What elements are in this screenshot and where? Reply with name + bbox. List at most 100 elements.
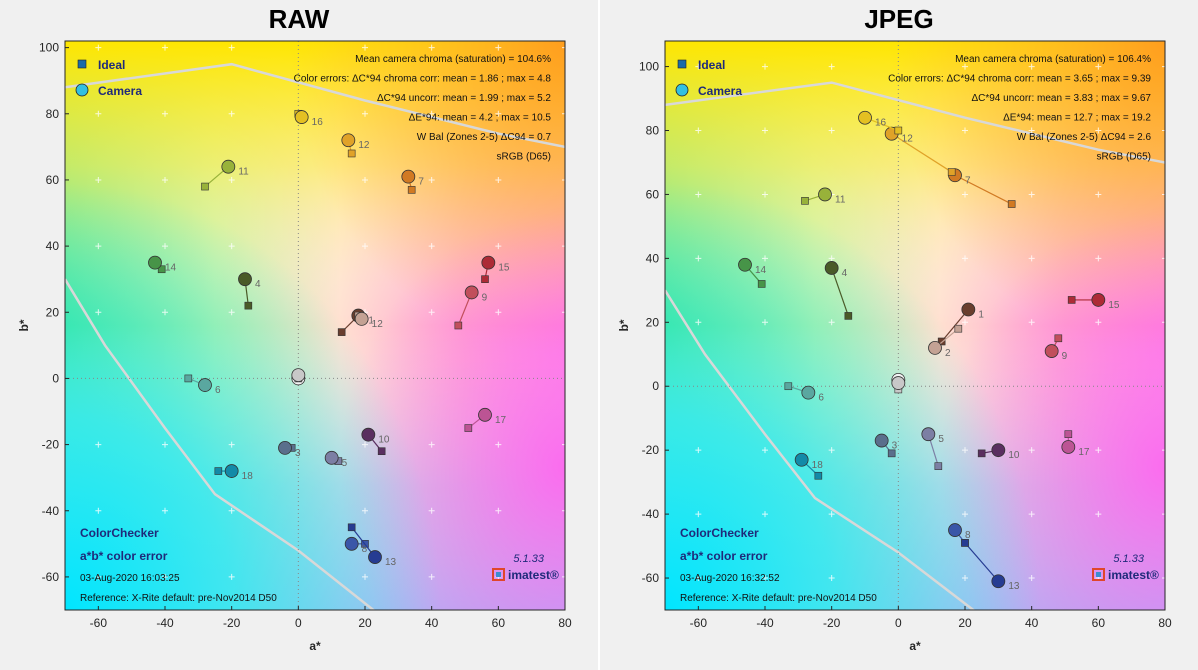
grid-cross (162, 309, 168, 316)
version-label: 5.1.33 (513, 553, 544, 565)
grid-cross (95, 441, 102, 448)
grid-cross (495, 44, 502, 51)
ideal-marker (887, 449, 896, 458)
grid-cross (1028, 447, 1035, 454)
grid-cross (1028, 575, 1035, 582)
ideal-marker (937, 337, 946, 346)
grid-cross (828, 255, 835, 262)
x-tick-label: 60 (492, 616, 506, 630)
grid-cross (962, 63, 968, 70)
point-label: 10 (378, 435, 390, 446)
grid-cross (1162, 511, 1165, 518)
grid-cross (362, 441, 368, 448)
legend-camera-marker (75, 83, 89, 97)
grid-cross (962, 319, 968, 326)
grid-cross (695, 255, 702, 262)
grid-cross (495, 243, 502, 250)
camera-marker (148, 255, 162, 270)
x-tick-label: 20 (958, 616, 972, 630)
grid-cross (428, 176, 435, 183)
plot-frame (64, 40, 566, 611)
camera-marker (801, 385, 816, 400)
grid-cross (762, 511, 768, 518)
ideal-marker (464, 424, 473, 432)
point-label: 7 (418, 177, 424, 188)
grid-cross (362, 176, 368, 183)
grid-cross (362, 507, 368, 514)
point-label: 11 (238, 167, 249, 178)
camera-marker (1091, 293, 1106, 307)
camera-marker (858, 110, 872, 125)
grid-cross (1028, 63, 1035, 70)
grid-cross (962, 511, 968, 518)
point-label: 18 (242, 471, 254, 482)
ideal-marker (1064, 430, 1073, 438)
ideal-marker (757, 280, 766, 288)
y-tick-label: 80 (646, 124, 660, 138)
y-tick-label: 40 (46, 239, 60, 253)
y-tick-label: 40 (646, 251, 660, 265)
grid-cross (562, 243, 565, 250)
grid-cross (695, 511, 702, 518)
grid-cross (1162, 191, 1165, 198)
camera-marker (891, 376, 906, 390)
grid-cross (562, 441, 565, 448)
grid-cross (162, 243, 168, 250)
grid-cross (162, 573, 168, 580)
grid-cross (162, 44, 168, 51)
y-tick-label: 20 (46, 305, 60, 319)
camera-marker (794, 452, 809, 467)
grid-cross (95, 44, 102, 51)
camera-marker (368, 550, 382, 564)
ideal-marker (894, 126, 903, 135)
info-line: ΔC*94 uncorr: mean = 1.99 ; max = 5.2 (377, 93, 551, 104)
grid-cross (95, 309, 102, 316)
point-label: 7 (965, 175, 971, 186)
grid-cross (95, 110, 102, 117)
error-line (831, 267, 849, 317)
grid-cross (962, 127, 968, 134)
grid-cross (762, 447, 768, 454)
camera-marker (1061, 440, 1076, 454)
grid-cross (1028, 511, 1035, 518)
brand-label: imatest® (508, 568, 559, 582)
grid-cross (428, 243, 435, 250)
plot-frame (664, 40, 1166, 611)
camera-marker (278, 441, 292, 455)
grid-cross (228, 176, 235, 183)
ideal-marker (347, 523, 356, 532)
logo-square (1092, 568, 1105, 581)
legend-ideal-marker (677, 59, 687, 69)
x-axis-label: a* (909, 639, 921, 653)
point-label: 3 (892, 441, 898, 452)
point-label: 2 (945, 348, 951, 359)
raw-panel: RAW 1 12 3 4 5 6 7 8 9 10 11 12 13 14 15 16 17 18 -60 -40 -2… (0, 0, 598, 670)
point-label: 3 (295, 448, 301, 459)
legend-ideal-marker (77, 59, 87, 69)
corner-reference: Reference: X-Rite default: pre-Nov2014 D… (80, 593, 277, 604)
jpeg-panel: JPEG 1 2 3 4 5 6 7 8 9 10 11 12 13 14 15 16 17 18 -60 -40 -2… (600, 0, 1198, 670)
grid-cross (495, 507, 502, 514)
ideal-marker (947, 168, 956, 176)
grid-cross (428, 441, 435, 448)
x-tick-label: 80 (1158, 616, 1172, 630)
y-tick-label: 60 (646, 187, 660, 201)
grid-cross (162, 507, 168, 514)
brand-label: imatest® (1108, 568, 1159, 582)
camera-marker (291, 368, 306, 383)
grid-cross (828, 63, 835, 70)
grid-cross (828, 319, 835, 326)
error-line (891, 133, 952, 173)
grid-cross (162, 441, 168, 448)
y-tick-label: -20 (42, 438, 60, 452)
point-label: 1 (978, 310, 984, 321)
grid-cross (762, 575, 768, 582)
grid-cross (228, 441, 235, 448)
ideal-marker (244, 301, 253, 310)
x-tick-label: 40 (1025, 616, 1039, 630)
grid-cross (228, 110, 235, 117)
background-cyan (65, 41, 565, 610)
